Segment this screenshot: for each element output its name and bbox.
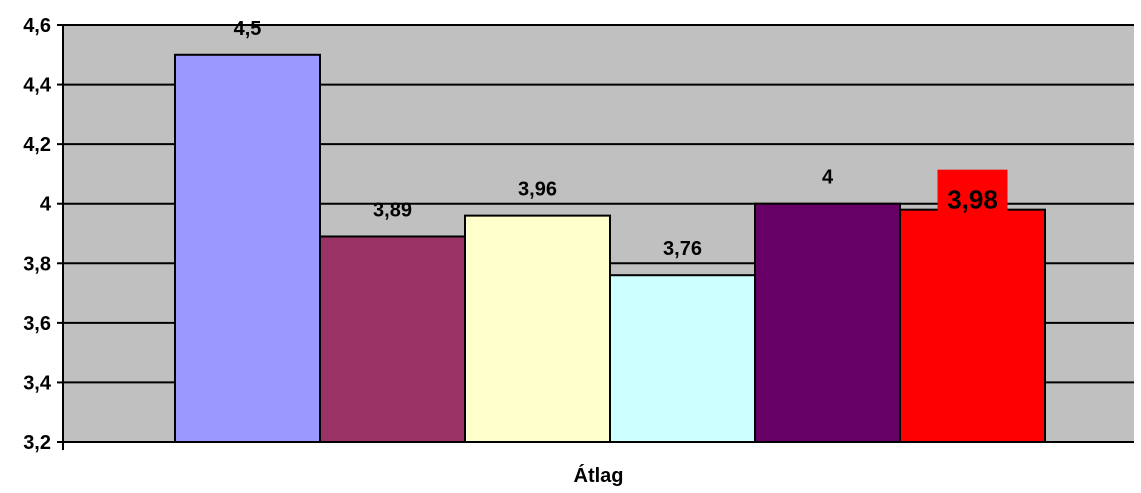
- bars: [174, 53, 1046, 444]
- bar: [609, 274, 756, 444]
- y-tick-label: 4,2: [23, 134, 51, 156]
- y-tick-label: 3,4: [23, 372, 52, 394]
- y-tick-label: 3,8: [23, 253, 51, 275]
- bar: [899, 208, 1046, 443]
- data-label: 4,5: [234, 18, 262, 40]
- bar: [174, 53, 321, 444]
- y-axis-tick-labels: 3,2 3,4 3,6 3,8 4 4,2 4,4 4,6: [23, 15, 52, 454]
- y-tick-label: 3,6: [23, 313, 51, 335]
- bar: [754, 202, 901, 443]
- data-label: 3,89: [373, 199, 412, 221]
- y-tick-label: 4,4: [23, 75, 52, 97]
- x-category-label: Átlag: [574, 464, 624, 487]
- y-tick-label: 4: [40, 194, 52, 216]
- y-tick-label: 4,6: [23, 15, 51, 37]
- data-label-background: [937, 169, 1008, 226]
- bar: [319, 235, 466, 443]
- data-label: 4: [822, 167, 834, 189]
- data-label: 3,96: [518, 179, 557, 201]
- y-tick-label: 3,2: [23, 432, 51, 454]
- bar: [464, 214, 611, 443]
- data-label: 3,76: [663, 238, 702, 260]
- data-label: 3,98: [947, 185, 998, 215]
- data-labels: 4,5 3,89 3,96 3,76 4 3,98: [234, 18, 1008, 260]
